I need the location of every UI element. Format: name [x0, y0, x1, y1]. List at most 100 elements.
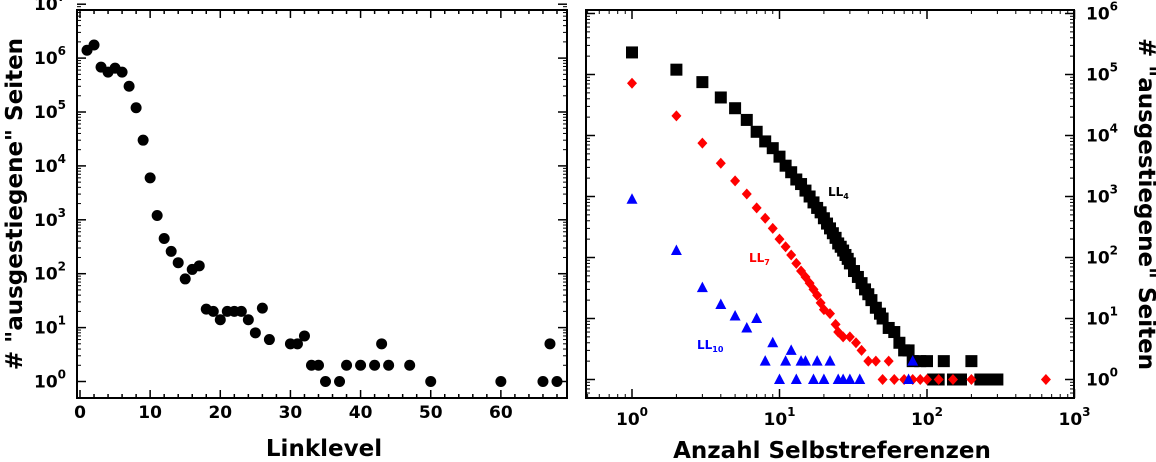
left-data-point	[144, 172, 156, 184]
right-data-point-ll10	[844, 373, 856, 384]
right-data-point-ll10	[785, 344, 797, 355]
right-data-point-ll4	[773, 150, 786, 163]
left-data-point	[207, 305, 219, 317]
left-plot-frame	[76, 9, 568, 399]
right-data-point-ll10	[799, 355, 811, 366]
right-data-point-ll4	[670, 63, 683, 76]
left-data-point	[495, 376, 507, 387]
right-data-point-ll7	[844, 331, 855, 343]
right-data-point-ll7	[671, 110, 682, 122]
right-data-point-ll4	[991, 373, 1004, 386]
right-data-point-ll7	[715, 157, 726, 169]
right-data-point-ll7	[889, 374, 900, 385]
right-data-point-ll10	[903, 373, 915, 384]
right-data-point-ll7	[838, 331, 849, 343]
right-data-point-ll7	[741, 188, 752, 200]
right-data-point-ll4	[954, 373, 967, 386]
right-y-tick-label: 104	[1086, 122, 1118, 147]
left-data-point	[404, 359, 416, 371]
left-data-point	[256, 302, 268, 314]
right-data-point-ll4	[740, 113, 753, 126]
right-data-point-ll7	[697, 137, 708, 149]
right-panel: 100 101 102 103 100 101 102 103 104 105 106 LL4 LL7 L…	[585, 0, 1156, 462]
left-data-point	[214, 314, 226, 326]
right-data-point-ll7	[774, 233, 785, 245]
left-y-tick-label: 105	[34, 98, 66, 123]
left-y-tick-label: 107	[34, 0, 66, 15]
left-data-point	[151, 210, 163, 222]
left-data-point	[298, 330, 310, 342]
right-data-point-ll7	[850, 337, 861, 349]
right-data-point-ll4	[729, 102, 742, 115]
left-data-point	[116, 66, 128, 78]
left-data-point	[123, 80, 135, 92]
right-data-point-ll7	[933, 374, 944, 385]
right-data-point-ll10	[818, 373, 830, 384]
right-data-point-ll4	[965, 355, 978, 368]
right-y-tick-label: 100	[1086, 366, 1118, 391]
right-data-point-ll7	[791, 257, 802, 269]
right-y-tick-label: 101	[1086, 305, 1118, 330]
right-x-tick-label: 102	[911, 405, 943, 430]
right-plot-frame	[585, 9, 1075, 399]
left-data-point	[249, 327, 261, 339]
left-data-point	[158, 232, 170, 244]
right-data-point-ll10	[759, 355, 771, 366]
left-data-point	[334, 376, 346, 387]
left-data-point	[137, 134, 149, 146]
right-x-axis-title: Anzahl Selbstreferenzen	[673, 438, 991, 462]
left-y-tick-label: 104	[34, 152, 66, 177]
left-data-point	[179, 273, 191, 285]
right-data-point-ll7	[825, 308, 836, 320]
right-data-point-ll7	[1040, 374, 1051, 385]
right-y-tick-label: 103	[1086, 183, 1118, 208]
right-data-point-ll7	[863, 355, 874, 367]
right-data-point-ll4	[921, 355, 933, 368]
left-y-tick-label: 106	[34, 44, 66, 69]
left-x-tick-label: 10	[138, 403, 162, 423]
right-data-point-ll7	[751, 202, 762, 214]
left-x-axis-title: Linklevel	[266, 436, 382, 462]
series-label-ll7: LL7	[749, 251, 770, 267]
left-data-point	[551, 376, 563, 387]
left-y-axis-title: # "ausgestiegene" Seiten	[2, 38, 28, 370]
right-data-point-ll4	[937, 355, 950, 368]
right-data-point-ll7	[870, 355, 881, 367]
right-data-point-ll10	[807, 373, 819, 384]
left-data-point	[425, 376, 437, 387]
right-data-point-ll10	[774, 373, 785, 384]
right-x-tick-label: 101	[763, 405, 795, 430]
right-data-point-ll7	[786, 249, 797, 261]
right-data-point-ll10	[696, 281, 708, 293]
left-x-tick-label: 50	[419, 403, 443, 423]
right-data-point-ll7	[947, 374, 958, 385]
left-data-point	[355, 359, 367, 371]
left-y-tick-label: 103	[34, 206, 66, 231]
left-data-point	[242, 314, 254, 326]
left-data-point	[544, 338, 556, 350]
right-data-point-ll7	[883, 355, 894, 367]
left-data-point	[193, 260, 205, 272]
left-data-point	[376, 338, 388, 350]
right-data-point-ll7	[856, 344, 867, 356]
right-data-point-ll4	[714, 91, 727, 104]
right-data-point-ll10	[626, 193, 638, 204]
left-panel: 0 10 20 30 40 50 60 100 101 102 103 104 105 106 107 Lin…	[2, 0, 568, 462]
right-data-point-ll7	[780, 241, 791, 253]
left-data-point	[341, 359, 353, 371]
left-data-point	[537, 376, 549, 387]
right-y-tick-label: 102	[1086, 244, 1118, 269]
right-data-point-ll7	[877, 374, 888, 385]
left-y-tick-label: 102	[34, 260, 66, 285]
left-data-point	[172, 257, 184, 269]
right-data-point-ll10	[780, 355, 792, 366]
right-data-point-ll4	[626, 46, 638, 59]
right-data-point-ll10	[824, 355, 836, 366]
right-data-point-ll10	[729, 309, 741, 321]
right-y-axis-title: # "ausgestiegene" Seiten	[1133, 38, 1156, 370]
left-data-point	[130, 102, 142, 114]
left-x-tick-label: 20	[208, 403, 232, 423]
right-data-point-ll4	[876, 312, 889, 325]
right-data-point-ll10	[751, 312, 763, 323]
